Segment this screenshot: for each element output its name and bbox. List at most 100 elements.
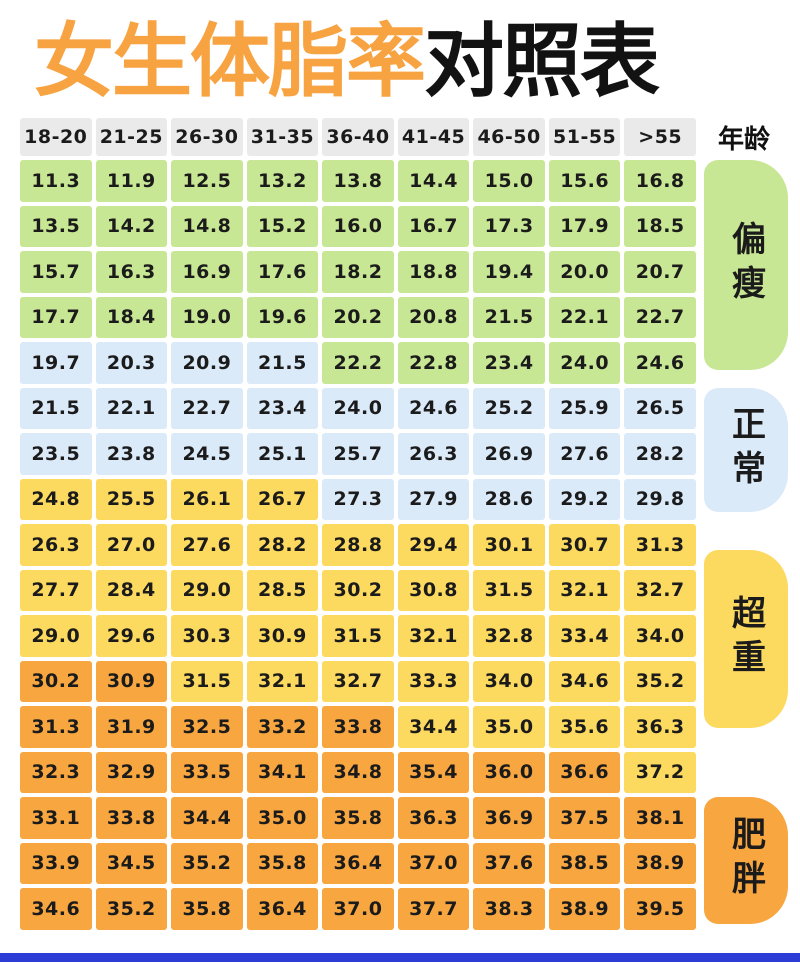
bodyfat-cell: 18.8 bbox=[397, 251, 470, 293]
bodyfat-cell: 35.8 bbox=[322, 797, 394, 839]
bodyfat-cell: 23.4 bbox=[246, 387, 319, 429]
bodyfat-cell: 12.5 bbox=[171, 160, 243, 202]
bodyfat-cell: 33.9 bbox=[20, 842, 92, 884]
bodyfat-cell: 32.3 bbox=[20, 751, 92, 793]
age-column-header: 18-20 bbox=[20, 118, 92, 156]
bodyfat-cell: 29.4 bbox=[397, 524, 470, 566]
bodyfat-cell: 33.3 bbox=[397, 660, 470, 702]
bodyfat-cell: 15.0 bbox=[473, 160, 545, 202]
bodyfat-cell: 30.7 bbox=[548, 524, 621, 566]
bodyfat-cell: 20.2 bbox=[322, 296, 394, 338]
bodyfat-cell: 38.5 bbox=[548, 842, 621, 884]
bodyfat-cell: 15.2 bbox=[246, 205, 319, 247]
bodyfat-cell: 28.8 bbox=[322, 524, 394, 566]
bodyfat-cell: 30.2 bbox=[322, 569, 394, 611]
bodyfat-cell: 35.0 bbox=[473, 706, 545, 748]
bodyfat-cell: 28.2 bbox=[624, 433, 696, 475]
bodyfat-cell: 35.4 bbox=[397, 751, 470, 793]
bodyfat-cell: 35.6 bbox=[548, 706, 621, 748]
bodyfat-cell: 31.3 bbox=[20, 706, 92, 748]
bodyfat-cell: 24.5 bbox=[171, 433, 243, 475]
bodyfat-cell: 17.6 bbox=[246, 251, 319, 293]
bodyfat-cell: 22.1 bbox=[548, 296, 621, 338]
bodyfat-cell: 24.0 bbox=[548, 342, 621, 384]
bodyfat-cell: 21.5 bbox=[246, 342, 319, 384]
bodyfat-cell: 26.3 bbox=[20, 524, 92, 566]
bodyfat-cell: 34.6 bbox=[20, 888, 92, 930]
bodyfat-cell: 26.5 bbox=[624, 387, 696, 429]
bodyfat-cell: 19.4 bbox=[473, 251, 545, 293]
category-pill-normal: 正常 bbox=[704, 387, 788, 512]
bodyfat-cell: 27.6 bbox=[171, 524, 243, 566]
bodyfat-cell: 31.3 bbox=[624, 524, 696, 566]
bodyfat-cell: 32.7 bbox=[624, 569, 696, 611]
bodyfat-cell: 34.4 bbox=[171, 797, 243, 839]
bodyfat-cell: 18.5 bbox=[624, 205, 696, 247]
bodyfat-cell: 33.8 bbox=[95, 797, 168, 839]
bodyfat-cell: 16.7 bbox=[397, 205, 470, 247]
bodyfat-cell: 35.2 bbox=[171, 842, 243, 884]
bodyfat-cell: 36.4 bbox=[322, 842, 394, 884]
bodyfat-cell: 35.2 bbox=[624, 660, 696, 702]
bodyfat-cell: 33.8 bbox=[322, 706, 394, 748]
bodyfat-cell: 29.6 bbox=[95, 615, 168, 657]
bodyfat-cell: 28.6 bbox=[473, 478, 545, 520]
bodyfat-cell: 20.0 bbox=[548, 251, 621, 293]
bodyfat-cell: 30.9 bbox=[246, 615, 319, 657]
bodyfat-cell: 35.8 bbox=[171, 888, 243, 930]
bodyfat-cell: 25.7 bbox=[322, 433, 394, 475]
bodyfat-cell: 33.1 bbox=[20, 797, 92, 839]
bodyfat-cell: 18.4 bbox=[95, 296, 168, 338]
bodyfat-cell: 36.9 bbox=[473, 797, 545, 839]
bodyfat-cell: 36.3 bbox=[624, 706, 696, 748]
bodyfat-cell: 17.9 bbox=[548, 205, 621, 247]
bodyfat-cell: 35.2 bbox=[95, 888, 168, 930]
bodyfat-cell: 35.0 bbox=[246, 797, 319, 839]
bodyfat-cell: 37.5 bbox=[548, 797, 621, 839]
bodyfat-cell: 16.3 bbox=[95, 251, 168, 293]
page-title-highlight: 女生体脂率 bbox=[34, 15, 426, 108]
bodyfat-cell: 37.2 bbox=[624, 751, 696, 793]
bodyfat-cell: 27.7 bbox=[20, 569, 92, 611]
age-column-header: 31-35 bbox=[246, 118, 319, 156]
bodyfat-cell: 29.0 bbox=[171, 569, 243, 611]
bodyfat-cell: 20.3 bbox=[95, 342, 168, 384]
bodyfat-cell: 36.0 bbox=[473, 751, 545, 793]
bodyfat-cell: 14.8 bbox=[171, 205, 243, 247]
bodyfat-cell: 13.5 bbox=[20, 205, 92, 247]
bodyfat-cell: 11.9 bbox=[95, 160, 168, 202]
bodyfat-cell: 37.0 bbox=[397, 842, 470, 884]
page-title: 女生体脂率 对照表 bbox=[0, 0, 800, 118]
bodyfat-cell: 34.5 bbox=[95, 842, 168, 884]
bodyfat-cell: 37.6 bbox=[473, 842, 545, 884]
bodyfat-cell: 16.8 bbox=[624, 160, 696, 202]
bodyfat-cell: 32.7 bbox=[322, 660, 394, 702]
bodyfat-cell: 29.0 bbox=[20, 615, 92, 657]
bodyfat-cell: 36.4 bbox=[246, 888, 319, 930]
bodyfat-cell: 32.9 bbox=[95, 751, 168, 793]
bodyfat-cell: 22.2 bbox=[322, 342, 394, 384]
bodyfat-cell: 31.5 bbox=[171, 660, 243, 702]
bodyfat-cell: 26.9 bbox=[473, 433, 545, 475]
bodyfat-cell: 24.0 bbox=[322, 387, 394, 429]
bodyfat-cell: 30.1 bbox=[473, 524, 545, 566]
bodyfat-cell: 23.8 bbox=[95, 433, 168, 475]
bodyfat-cell: 26.7 bbox=[246, 478, 319, 520]
bodyfat-cell: 16.9 bbox=[171, 251, 243, 293]
bodyfat-cell: 34.4 bbox=[397, 706, 470, 748]
age-axis-label: 年龄 bbox=[717, 124, 770, 155]
bodyfat-cell: 30.2 bbox=[20, 660, 92, 702]
bodyfat-cell: 36.3 bbox=[397, 797, 470, 839]
bodyfat-cell: 20.9 bbox=[171, 342, 243, 384]
bodyfat-cell: 28.4 bbox=[95, 569, 168, 611]
bodyfat-cell: 31.5 bbox=[473, 569, 545, 611]
bodyfat-cell: 23.5 bbox=[20, 433, 92, 475]
bodyfat-cell: 24.6 bbox=[624, 342, 696, 384]
bodyfat-cell: 11.3 bbox=[20, 160, 92, 202]
bodyfat-cell: 32.8 bbox=[473, 615, 545, 657]
age-column-header: 51-55 bbox=[548, 118, 621, 156]
bodyfat-cell: 27.3 bbox=[322, 478, 394, 520]
bodyfat-cell: 34.0 bbox=[473, 660, 545, 702]
bodyfat-cell: 31.5 bbox=[322, 615, 394, 657]
